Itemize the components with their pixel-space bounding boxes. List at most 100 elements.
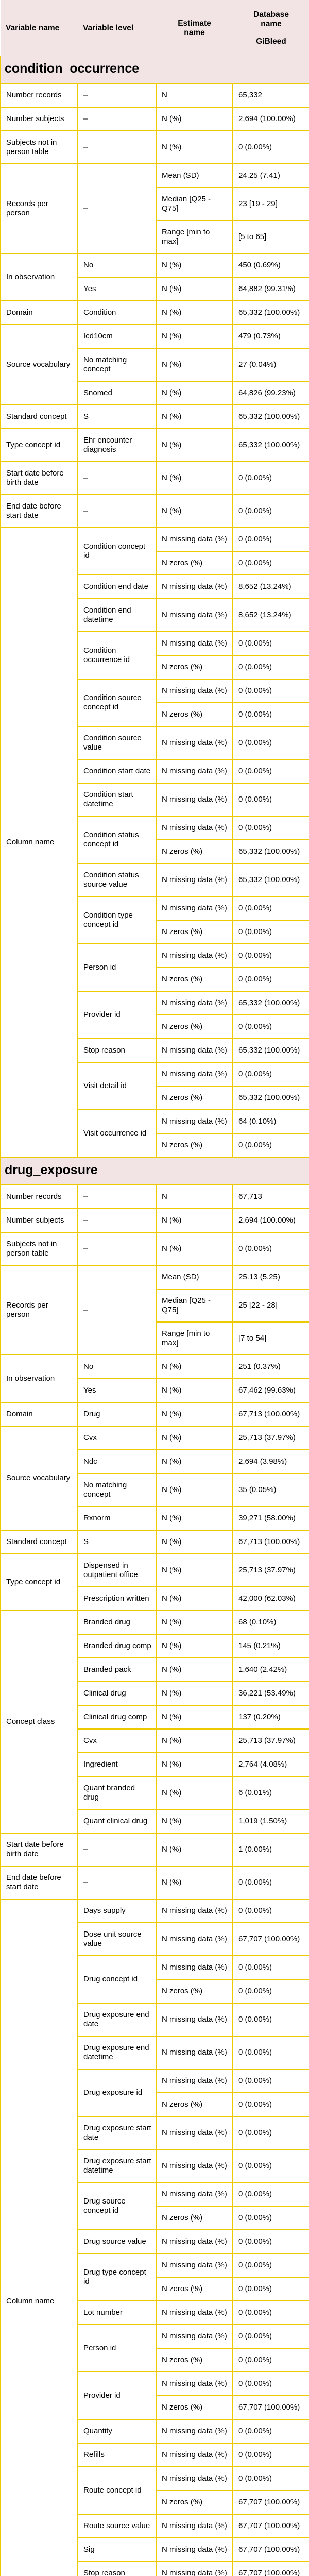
estimate-name-cell: N missing data (%)	[156, 726, 233, 760]
table-row: Standard concept S N (%) 67,713 (100.00%)	[0, 1530, 309, 1555]
value-cell: 36,221 (53.49%)	[232, 1681, 309, 1706]
value-cell: 6 (0.01%)	[232, 1776, 309, 1810]
estimate-name-cell: N (%)	[156, 1354, 233, 1380]
value-cell: 25.13 (5.25)	[232, 1265, 309, 1290]
value-cell: 450 (0.69%)	[232, 253, 309, 278]
table-row: Quant branded drug N (%) 6 (0.01%)	[1, 1776, 309, 1810]
estimate-name-cell: N missing data (%)	[156, 759, 233, 784]
value-cell: 65,332 (100.00%)	[232, 991, 309, 1016]
variable-level-cell: Cvx	[77, 1426, 157, 1451]
variable-name-cell: Number records	[0, 1184, 78, 1210]
estimate-name-cell: N zeros (%)	[156, 839, 233, 865]
variable-level-cell: Provider id	[77, 991, 157, 1040]
estimate-name-cell: N (%)	[156, 1208, 233, 1233]
value-cell: 0 (0.00%)	[232, 527, 309, 552]
table-row: N zeros (%) 65,332 (100.00%)	[1, 839, 309, 865]
variable-name-cell: Number subjects	[0, 1208, 78, 1233]
variable-name-cell: Subjects not in person table	[0, 130, 78, 165]
table-row: Condition start datetime N missing data (…	[1, 783, 309, 817]
estimate-name-cell: N zeros (%)	[156, 2395, 233, 2420]
estimate-name-cell: N (%)	[156, 130, 233, 165]
value-cell: 0 (0.00%)	[232, 1899, 309, 1924]
estimate-name-cell: N missing data (%)	[156, 2300, 233, 2326]
value-cell: 0 (0.00%)	[232, 2300, 309, 2326]
value-cell: 0 (0.00%)	[232, 2419, 309, 2444]
table-row: Range [min to max] [5 to 65]	[1, 220, 309, 255]
variable-level-cell: Visit occurrence id	[77, 1109, 157, 1158]
variable-level-cell: Branded drug	[77, 1610, 157, 1635]
table-row: Domain Condition N (%) 65,332 (100.00%)	[0, 300, 309, 326]
section-title: condition_occurrence	[0, 56, 309, 84]
variable-level-cell: Drug exposure start datetime	[77, 2149, 157, 2183]
table-row: Provider id N missing data (%) 65,332 (100…	[1, 991, 309, 1040]
table-row: Drug type concept id N missing data (%) 0 …	[1, 2253, 309, 2302]
estimate-name-cell: Range [min to max]	[156, 1321, 233, 1356]
table-row: Route concept id N missing data (%) 0 (0.0…	[1, 2466, 309, 2515]
table-row: Cvx N (%) 25,713 (37.97%)	[1, 1728, 309, 1754]
variable-level-cell: Drug type concept id	[77, 2253, 157, 2302]
variable-level-cell: No	[77, 253, 157, 278]
variable-name-cell: Start date before birth date	[0, 461, 78, 496]
estimate-name-label: Estimate name	[178, 19, 211, 37]
column-header-estimate-name: Estimate name	[156, 0, 233, 57]
variable-level-cell: Person id	[77, 943, 157, 992]
variable-level-cell: Quant clinical drug	[77, 1809, 157, 1834]
value-cell: 25,713 (37.97%)	[232, 1553, 309, 1588]
variable-name-cell: Domain	[0, 300, 78, 326]
variable-level-cell: Condition source concept id	[77, 679, 157, 727]
variable-level-cell: –	[77, 1265, 157, 1356]
value-cell: 0 (0.00%)	[232, 461, 309, 496]
variable-level-cell: Stop reason	[77, 2561, 157, 2576]
value-cell: 0 (0.00%)	[232, 2348, 309, 2373]
estimate-name-cell: N (%)	[156, 1530, 233, 1555]
estimate-name-cell: N missing data (%)	[156, 1922, 233, 1957]
section-header-row: drug_exposure	[0, 1157, 309, 1186]
variable-level-cell: No matching concept	[77, 1473, 157, 1507]
estimate-name-cell: Median [Q25 - Q75]	[156, 187, 233, 222]
table-row: Type concept id Dispensed in outpatient o…	[0, 1553, 309, 1612]
variable-level-cell: –	[77, 1232, 157, 1266]
value-cell: 0 (0.00%)	[232, 2003, 309, 2037]
estimate-name-cell: N missing data (%)	[156, 2466, 233, 2492]
variable-level-cell: Quant branded drug	[77, 1776, 157, 1810]
table-row: Start date before birth date – N (%) 0 (0.0…	[0, 461, 309, 496]
value-cell: 0 (0.00%)	[232, 1979, 309, 2004]
value-cell: 67,707 (100.00%)	[232, 2395, 309, 2420]
value-cell: 2,694 (3.98%)	[232, 1449, 309, 1475]
table-row: No matching concept N (%) 27 (0.04%)	[1, 348, 309, 382]
variable-name-cell: Standard concept	[0, 1530, 78, 1555]
estimate-name-cell: N (%)	[156, 428, 233, 463]
estimate-name-cell: N (%)	[156, 494, 233, 529]
estimate-name-cell: N missing data (%)	[156, 631, 233, 656]
table-row: In observation No N (%) 450 (0.69%)	[0, 253, 309, 302]
table-row: Subjects not in person table – N (%) 0 (0.0…	[0, 1232, 309, 1266]
value-cell: 0 (0.00%)	[232, 726, 309, 760]
estimate-name-cell: N zeros (%)	[156, 1014, 233, 1040]
header-row: Variable name Variable level Estimate na…	[1, 0, 309, 57]
variable-level-cell: S	[77, 404, 157, 430]
variable-name-cell: Column name	[0, 527, 78, 1158]
estimate-name-cell: N (%)	[156, 1809, 233, 1834]
value-cell: 0 (0.00%)	[232, 2069, 309, 2094]
value-cell: 8,652 (13.24%)	[232, 574, 309, 600]
table-row: Person id N missing data (%) 0 (0.00%)	[1, 943, 309, 992]
table-row: Drug exposure end date N missing data (%)…	[1, 2003, 309, 2037]
variable-level-cell: Snomed	[77, 381, 157, 406]
variable-level-cell: Lot number	[77, 2300, 157, 2326]
variable-name-cell: End date before start date	[0, 1866, 78, 1900]
variable-level-cell: Condition end datetime	[77, 598, 157, 633]
table-row: Source vocabulary Cvx N (%) 25,713 (37.97%)	[0, 1426, 309, 1531]
estimate-name-cell: N (%)	[156, 1473, 233, 1507]
estimate-name-cell: N (%)	[156, 1402, 233, 1427]
estimate-name-cell: N (%)	[156, 1866, 233, 1900]
value-cell: 0 (0.00%)	[232, 2371, 309, 2397]
variable-name-cell: Type concept id	[0, 428, 78, 463]
table-row: Dose unit source value N missing data (%)…	[1, 1922, 309, 1957]
value-cell: 65,332 (100.00%)	[232, 428, 309, 463]
variable-level-cell: Drug concept id	[77, 1955, 157, 2004]
estimate-name-cell: N missing data (%)	[156, 1955, 233, 1980]
variable-level-cell: Route source value	[77, 2514, 157, 2539]
variable-level-cell: Dispensed in outpatient office	[77, 1553, 157, 1588]
value-cell: 67,707 (100.00%)	[232, 1922, 309, 1957]
table-row: N zeros (%) 0 (0.00%)	[1, 551, 309, 576]
